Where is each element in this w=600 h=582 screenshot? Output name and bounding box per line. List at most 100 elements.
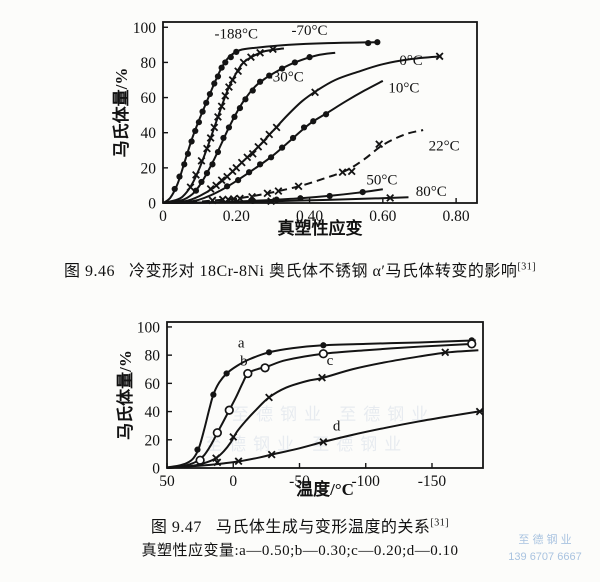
series-c-strain-0.20: c <box>166 348 479 469</box>
y-axis-label: 马氏体量/% <box>115 350 135 440</box>
series-line <box>162 79 384 204</box>
dot-marker <box>214 148 222 156</box>
ring-marker <box>467 339 477 349</box>
series-10C: 10°C <box>162 79 419 204</box>
series-0C: 0°C <box>162 52 444 204</box>
series--30C: -30°C <box>162 51 336 204</box>
x-marker <box>234 67 243 76</box>
x-marker <box>210 123 219 132</box>
dot-marker <box>171 185 178 193</box>
series-line <box>166 409 483 469</box>
dot-marker <box>236 105 244 112</box>
series-label-22C: 22°C <box>429 138 460 154</box>
dot-marker <box>206 90 213 98</box>
x-marker <box>203 144 211 153</box>
y-tick-label: 20 <box>145 432 161 449</box>
figure-9-47-subcaption: 真塑性应变量:a—0.50;b—0.30;c—0.20;d—0.10 <box>141 543 459 559</box>
dot-marker <box>233 48 240 55</box>
x-tick-label: 0 <box>229 473 237 490</box>
series-b-strain-0.30: b <box>166 339 477 469</box>
x-marker <box>386 193 395 202</box>
x-marker <box>229 433 238 441</box>
dot-marker <box>256 78 264 85</box>
blue-watermark: 至 德 钢 业 139 6707 6667 <box>486 532 600 566</box>
x-marker <box>186 183 195 192</box>
dot-marker <box>242 96 249 103</box>
series-line <box>166 342 476 469</box>
series-label-10C: 10°C <box>388 80 419 96</box>
x-marker <box>274 187 283 195</box>
dot-marker <box>374 39 381 46</box>
x-marker <box>263 189 272 198</box>
ring-marker <box>318 349 328 359</box>
faint-watermark: 至德钢业 至德钢业 <box>232 405 436 424</box>
figure-9-46-caption: 图 9.46 冷变形对 18Cr-8Ni 奥氏体不锈钢 α′马氏体转变的影响[31… <box>0 257 600 281</box>
plot-frame <box>166 321 484 469</box>
x-tick-label: 0.40 <box>296 208 323 225</box>
y-tick-label: 0 <box>152 461 160 478</box>
series-label-c-strain-0.20: c <box>327 353 334 369</box>
x-tick-label: 0.60 <box>369 208 396 225</box>
x-marker <box>213 458 222 467</box>
y-tick-label: 100 <box>137 319 161 336</box>
y-tick-label: 60 <box>141 90 157 107</box>
x-marker <box>206 134 215 142</box>
ring-marker <box>224 405 234 415</box>
dot-marker <box>188 138 195 145</box>
dot-marker <box>195 119 203 126</box>
series-label-b-strain-0.30: b <box>240 354 248 370</box>
series-line <box>166 349 479 469</box>
series-line <box>162 196 409 204</box>
y-tick-label: 40 <box>141 125 157 142</box>
dot-marker <box>209 161 216 168</box>
x-marker <box>267 197 276 206</box>
series-label--188C: -188°C <box>215 27 259 43</box>
x-tick-label: -50 <box>289 473 310 490</box>
caption-reference: [31] <box>517 261 537 273</box>
dot-marker <box>246 169 253 176</box>
y-tick-label: 60 <box>145 376 161 393</box>
series-a-strain-0.50: a <box>166 335 476 469</box>
x-marker <box>206 185 215 193</box>
x-marker <box>272 123 281 132</box>
figure-9-47-caption: 图 9.47 马氏体生成与变形温度的关系[31] <box>0 513 600 537</box>
series-label-d-strain-0.10: d <box>333 419 341 435</box>
y-tick-label: 0 <box>148 196 156 213</box>
caption-title: 冷变形对 18Cr-8Ni 奥氏体不锈钢 α′马氏体转变的影响 <box>128 263 518 280</box>
x-marker <box>475 407 484 416</box>
dot-marker <box>265 349 273 356</box>
dot-marker <box>214 73 222 80</box>
dot-marker <box>192 127 199 135</box>
y-tick-label: 20 <box>141 160 157 177</box>
x-marker <box>246 53 255 62</box>
x-tick-label: -100 <box>352 473 381 490</box>
dot-marker <box>266 72 273 79</box>
series-label--70C: -70°C <box>292 23 328 39</box>
dot-marker <box>256 161 264 168</box>
x-marker <box>228 76 237 84</box>
dot-marker <box>199 108 206 115</box>
y-axis-label: 马氏体量/% <box>111 68 131 158</box>
x-tick-label: 0 <box>159 208 167 225</box>
x-axis-label: 温度/°C <box>296 479 354 499</box>
x-marker <box>217 102 226 111</box>
dot-marker <box>223 370 230 377</box>
x-tick-label: -150 <box>418 473 447 490</box>
x-marker <box>248 149 257 158</box>
x-marker <box>265 393 273 402</box>
dot-marker <box>225 124 233 131</box>
series-label-50C: 50°C <box>366 173 397 189</box>
x-marker <box>243 153 252 162</box>
series--70C: -70°C <box>162 23 328 204</box>
dot-marker <box>320 342 327 349</box>
x-marker <box>256 48 265 57</box>
dot-marker <box>224 183 231 190</box>
dot-marker <box>198 178 205 186</box>
x-marker <box>214 112 222 121</box>
dot-marker <box>267 154 275 161</box>
dot-marker <box>176 173 183 180</box>
dot-marker <box>184 150 192 157</box>
dot-marker <box>306 54 313 61</box>
dot-marker <box>220 134 227 142</box>
plot-frame <box>162 21 478 204</box>
